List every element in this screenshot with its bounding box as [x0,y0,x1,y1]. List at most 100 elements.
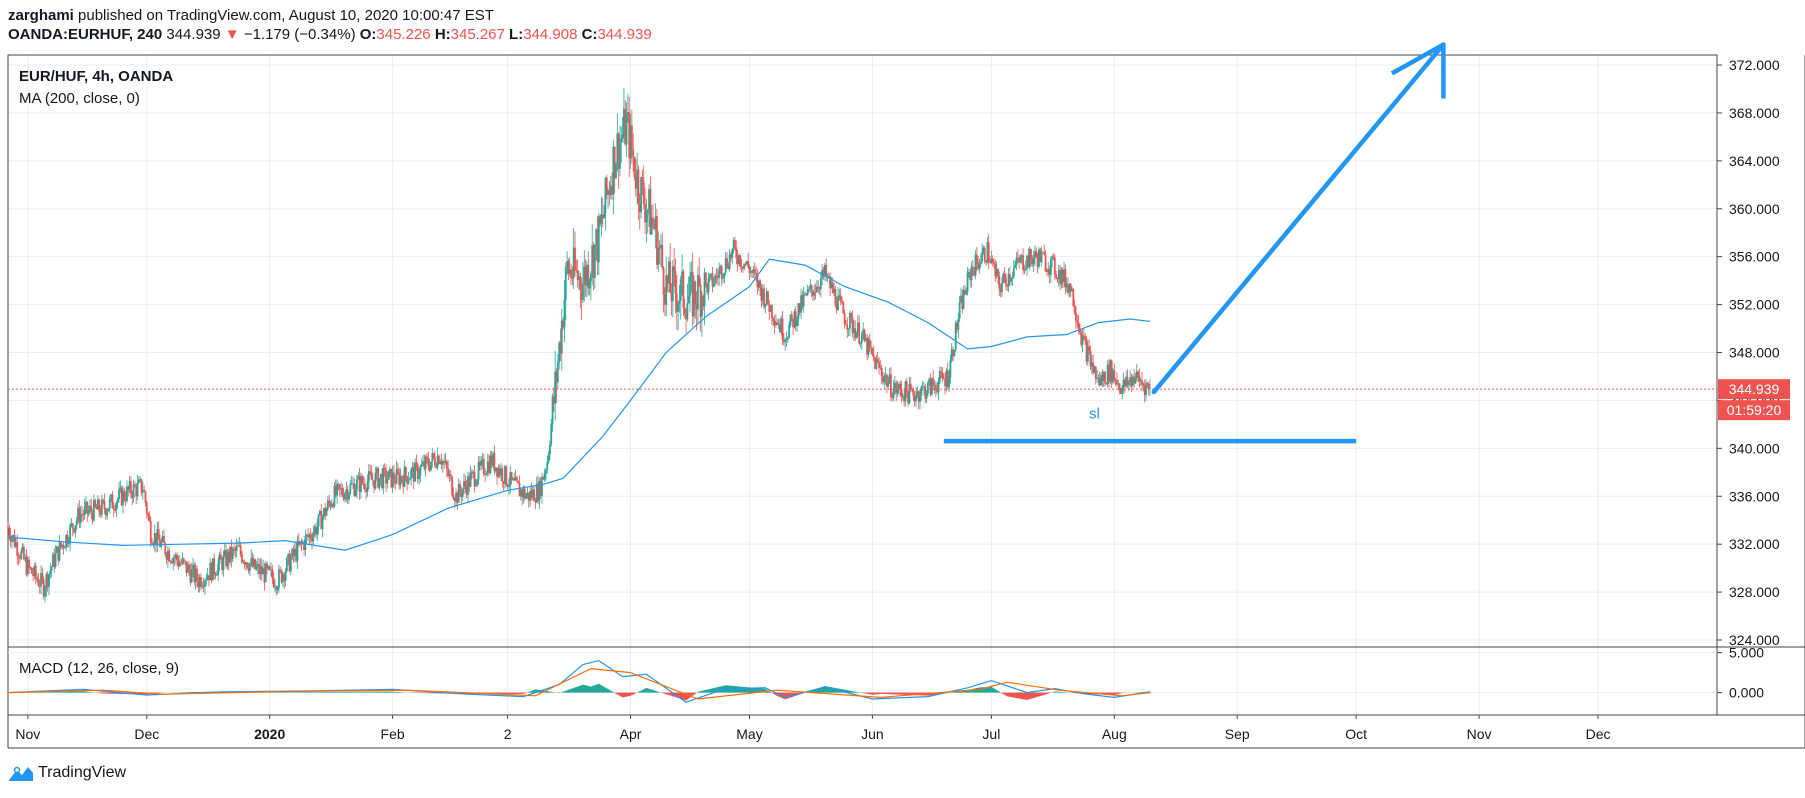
macd-histogram-bar [697,691,699,693]
candle-body [880,368,883,377]
candle-body [416,464,419,479]
macd-histogram-bar [1108,692,1110,695]
candle-body [1030,249,1032,259]
candle-body [568,269,571,274]
candle-body [218,554,221,564]
user-drawings[interactable] [943,42,1446,444]
macd-histogram-bar [672,692,674,697]
candle-body [412,466,415,482]
candle-body [118,489,120,499]
macd-histogram-bar [77,691,79,693]
macd-histogram-bar [874,692,876,695]
candle-body [75,520,78,526]
macd-histogram-bar [563,691,566,693]
candle-body [990,259,993,263]
macd-histogram-bar [876,692,879,695]
macd-histogram-bar [549,691,551,693]
macd-histogram-bar [909,692,912,695]
candle-body [1018,260,1021,263]
candle-body [745,261,748,265]
macd-histogram-bar [764,688,767,693]
macd-histogram-bar [824,686,826,693]
macd-histogram-bar [884,692,887,695]
price-tick-label: 352.000 [1729,297,1780,313]
candle-body [219,554,222,560]
candle-body [613,146,616,178]
macd-histogram-bar [1002,692,1005,694]
tradingview-logo-icon [9,766,33,781]
macd-histogram-bar [349,691,352,693]
candle-body [813,292,816,296]
candle-body [1063,269,1065,282]
candle-body [1038,249,1040,267]
price-axis[interactable]: 372.000 368.000 364.000 360.000 356.000 352.0… [1717,57,1780,648]
candle-body [324,508,327,516]
candle-body [79,513,82,523]
candle-body [233,548,235,550]
macd-histogram-bar [750,687,752,693]
trend-arrow-line[interactable] [1151,42,1446,395]
candle-body [444,461,447,463]
macd-axis[interactable]: 5.000 0.000 [1717,645,1764,701]
candle-body [860,334,863,343]
candle-body [879,367,882,369]
candle-body [662,267,665,295]
candle-body [1010,278,1013,282]
ma-200-line [7,258,1151,551]
candle-body [1047,268,1050,272]
macd-histogram-bar [69,691,71,693]
macd-histogram-bar [358,691,361,693]
macd-histogram-bar [907,692,909,695]
candle-body [838,295,841,297]
trend-arrow-head[interactable] [1390,42,1446,99]
candle-body [797,303,800,320]
candle-body [593,244,596,278]
macd-histogram-bar [588,686,591,693]
macd-histogram-bar [846,690,849,693]
macd-histogram-bar [875,692,878,695]
macd-histogram-bar [508,692,510,694]
macd-histogram-bar [99,692,102,694]
macd-histogram-bar [382,691,385,693]
candle-body [493,452,496,471]
macd-histogram-bar [854,691,857,693]
candle-body [30,567,33,574]
candle-body [486,461,489,474]
candle-body [1113,370,1116,380]
candle-body [1044,254,1047,272]
candle-body [311,538,313,542]
candle-body [91,512,94,521]
author-name[interactable]: zarghami [8,7,74,24]
candle-body [993,262,995,264]
candle-body [67,543,70,545]
candle-body [923,386,925,388]
candle-body [344,493,346,500]
candle-body [752,269,755,273]
candle-body [649,189,652,235]
time-axis[interactable]: Nov Dec 2020 Feb 2 Apr May Jun Jul Aug Sep Oct Nov De… [15,715,1610,742]
candle-body [159,539,161,547]
candle-body [193,564,196,582]
candle-body [1019,257,1022,263]
candle-body [784,339,787,343]
candle-body [886,374,888,387]
candle-body [140,479,143,493]
candle-body [1042,251,1044,253]
candle-body [330,503,333,507]
candle-body [571,278,574,279]
candle-body [181,558,184,564]
candle-body [552,396,555,404]
macd-histogram-bar [356,691,358,693]
candle-body [167,550,169,560]
candle-body [1016,257,1019,261]
macd-histogram-bar [965,690,968,693]
candle-body [839,295,842,301]
low-label: L: [509,26,524,43]
candle-body [469,473,472,487]
footer-brand[interactable]: TradingView [8,764,126,782]
macd-histogram-bar [590,686,592,693]
candle-body [250,557,253,564]
chart-canvas[interactable]: 372.000 368.000 364.000 360.000 356.000 352.0… [0,0,1805,760]
candle-body [33,565,36,577]
macd-histogram-bar [631,692,633,696]
